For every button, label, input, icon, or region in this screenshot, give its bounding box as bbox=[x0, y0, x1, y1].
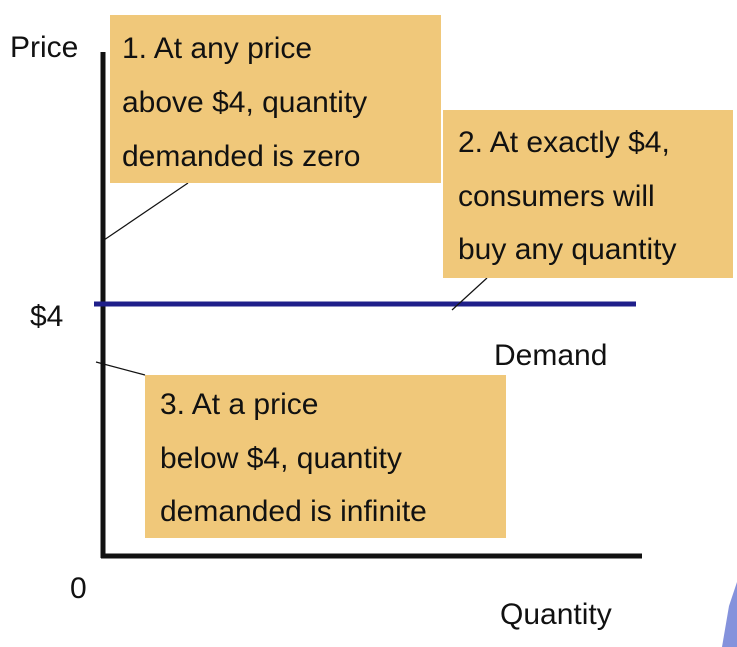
annotation-box-1: 1. At any price above $4, quantity deman… bbox=[110, 15, 441, 183]
annotation-2-pointer bbox=[451, 277, 488, 311]
annotation-3-background bbox=[145, 375, 506, 538]
x-axis-label: Quantity bbox=[500, 598, 612, 631]
annotation-2-line-3: buy any quantity bbox=[458, 233, 676, 266]
annotation-1-background bbox=[110, 15, 441, 183]
annotation-2-background bbox=[443, 110, 733, 278]
annotation-3-line-2: below $4, quantity bbox=[160, 442, 402, 475]
annotation-3-pointer bbox=[95, 361, 146, 376]
annotation-2-line-1: 2. At exactly $4, bbox=[458, 126, 670, 159]
decorative-shape bbox=[722, 582, 737, 647]
annotation-3-line-3: demanded is infinite bbox=[160, 495, 427, 528]
origin-label: 0 bbox=[70, 572, 87, 605]
y-tick-label: $4 bbox=[30, 300, 63, 333]
annotation-1-line-3: demanded is zero bbox=[122, 140, 360, 173]
annotation-1-pointer bbox=[103, 182, 189, 241]
demand-series-label: Demand bbox=[494, 339, 607, 372]
annotation-box-3: 3. At a price below $4, quantity demande… bbox=[145, 375, 506, 538]
annotation-3-line-1: 3. At a price bbox=[160, 388, 318, 421]
annotation-box-2: 2. At exactly $4, consumers will buy any… bbox=[443, 110, 733, 278]
annotation-2-line-2: consumers will bbox=[458, 180, 655, 213]
annotation-1-line-2: above $4, quantity bbox=[122, 86, 367, 119]
y-axis-label: Price bbox=[10, 31, 78, 64]
annotation-1-line-1: 1. At any price bbox=[122, 32, 312, 65]
